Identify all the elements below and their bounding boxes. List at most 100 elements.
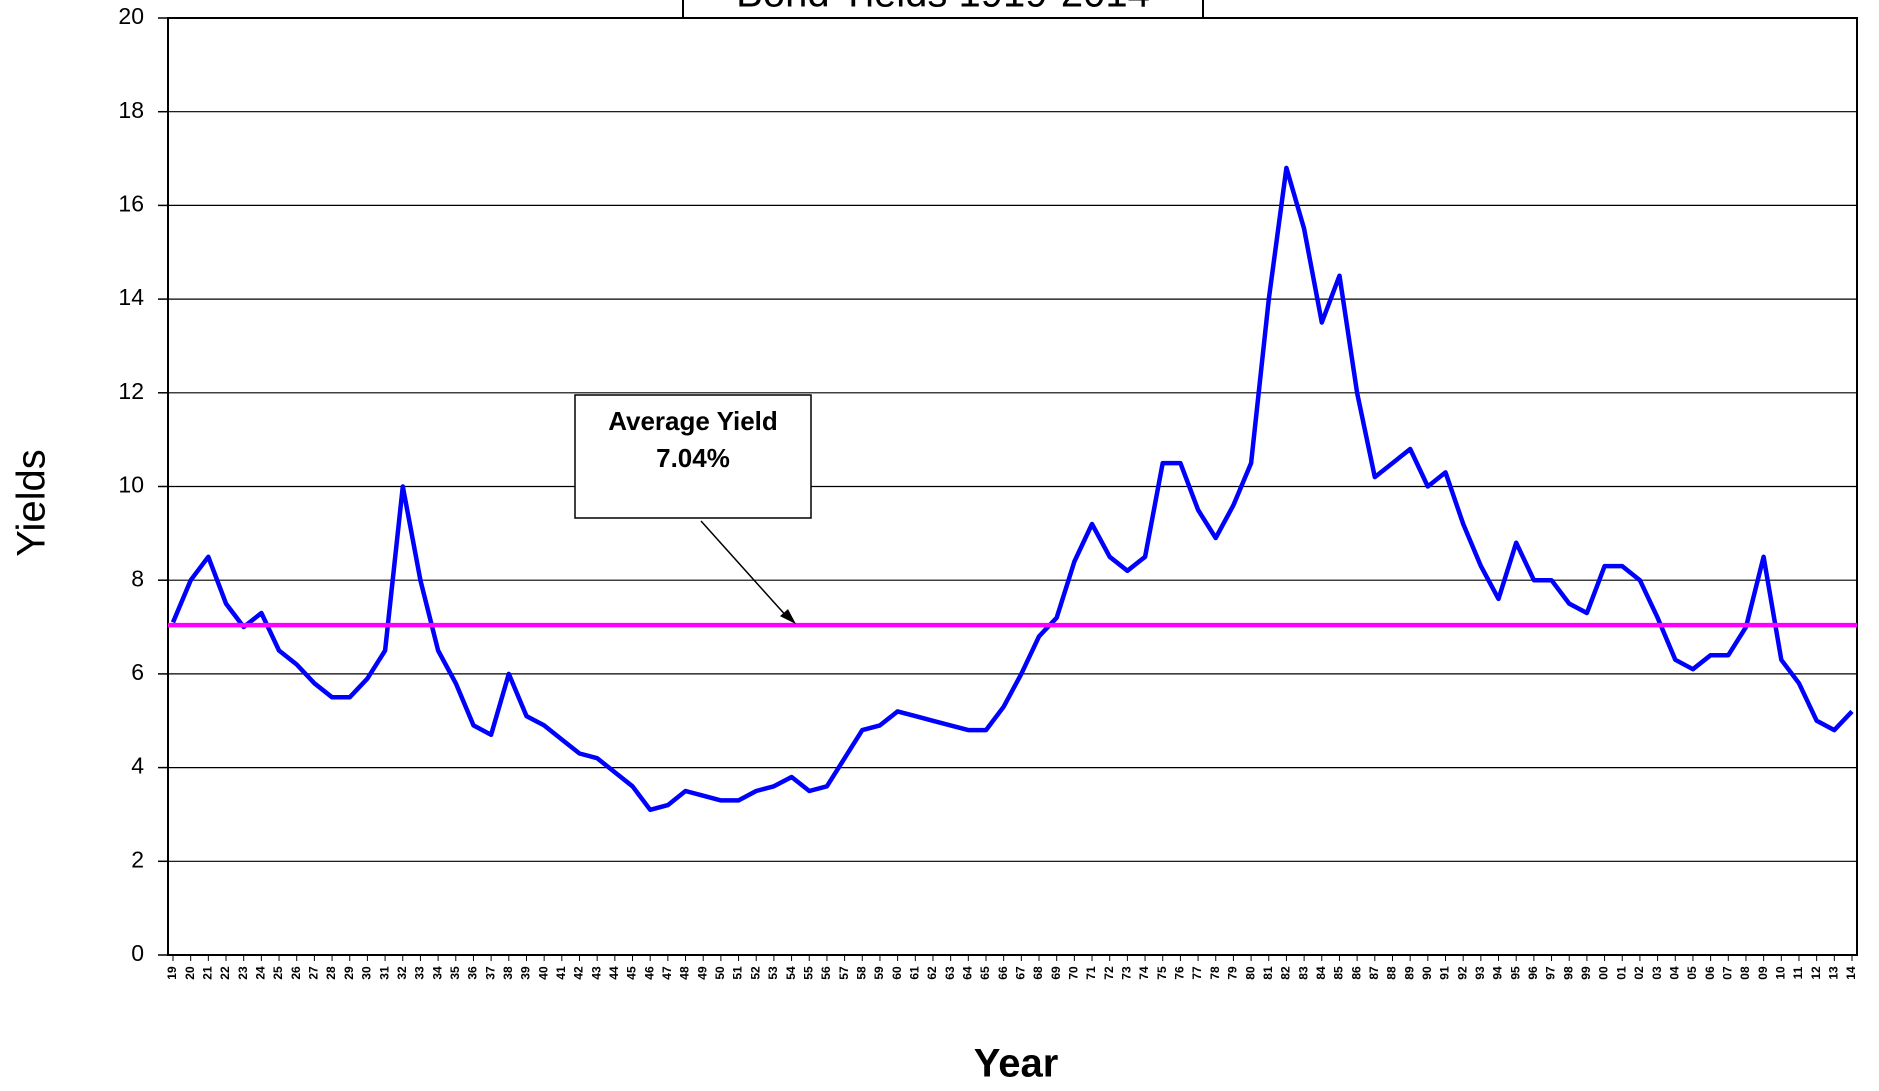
x-tick-label: 57 bbox=[837, 966, 851, 980]
x-tick-label: 03 bbox=[1650, 966, 1664, 980]
y-tick-label: 20 bbox=[118, 3, 144, 29]
y-tick-label: 18 bbox=[118, 97, 144, 123]
x-tick-label: 19 bbox=[165, 966, 179, 980]
x-tick-label: 33 bbox=[413, 966, 427, 980]
x-tick-label: 49 bbox=[695, 966, 709, 980]
x-tick-label: 75 bbox=[1155, 966, 1169, 980]
annotation-text: Average Yield bbox=[608, 406, 778, 436]
x-tick-label: 31 bbox=[377, 966, 391, 980]
x-tick-label: 04 bbox=[1667, 966, 1681, 980]
chart-title: Bond Yields 1919-2014 bbox=[736, 0, 1150, 16]
y-tick-label: 2 bbox=[131, 846, 144, 872]
x-tick-label: 59 bbox=[872, 966, 886, 980]
x-tick-label: 79 bbox=[1226, 966, 1240, 980]
x-tick-label: 73 bbox=[1120, 966, 1134, 980]
x-tick-label: 93 bbox=[1473, 966, 1487, 980]
x-tick-label: 20 bbox=[183, 966, 197, 980]
arrow-head bbox=[780, 609, 796, 625]
x-tick-label: 60 bbox=[890, 966, 904, 980]
x-tick-label: 64 bbox=[960, 966, 974, 980]
x-tick-label: 81 bbox=[1261, 966, 1275, 980]
x-tick-label: 88 bbox=[1385, 966, 1399, 980]
x-tick-label: 87 bbox=[1367, 966, 1381, 980]
x-tick-label: 09 bbox=[1756, 966, 1770, 980]
x-tick-label: 90 bbox=[1420, 966, 1434, 980]
x-tick-label: 51 bbox=[731, 966, 745, 980]
x-tick-label: 74 bbox=[1137, 966, 1151, 980]
x-tick-label: 96 bbox=[1526, 966, 1540, 980]
y-tick-label: 0 bbox=[131, 940, 144, 966]
x-tick-label: 32 bbox=[395, 966, 409, 980]
x-tick-label: 63 bbox=[943, 966, 957, 980]
x-tick-label: 71 bbox=[1084, 966, 1098, 980]
x-tick-label: 55 bbox=[801, 966, 815, 980]
annotation-value: 7.04% bbox=[656, 443, 730, 473]
x-tick-label: 69 bbox=[1049, 966, 1063, 980]
x-tick-label: 83 bbox=[1296, 966, 1310, 980]
x-tick-label: 00 bbox=[1597, 966, 1611, 980]
x-tick-label: 50 bbox=[713, 966, 727, 980]
x-tick-label: 95 bbox=[1508, 966, 1522, 980]
annotation-box bbox=[574, 394, 812, 519]
x-tick-label: 13 bbox=[1826, 966, 1840, 980]
x-tick-label: 92 bbox=[1455, 966, 1469, 980]
x-tick-label: 65 bbox=[978, 966, 992, 980]
x-tick-label: 84 bbox=[1314, 966, 1328, 980]
x-tick-label: 11 bbox=[1791, 966, 1805, 979]
x-tick-label: 01 bbox=[1614, 966, 1628, 980]
x-tick-label: 45 bbox=[625, 966, 639, 980]
x-tick-label: 66 bbox=[996, 966, 1010, 980]
x-tick-label: 38 bbox=[501, 966, 515, 980]
x-tick-label: 07 bbox=[1720, 966, 1734, 980]
x-tick-label: 52 bbox=[748, 966, 762, 980]
y-tick-label: 16 bbox=[118, 190, 144, 216]
x-tick-label: 78 bbox=[1208, 966, 1222, 980]
x-tick-label: 54 bbox=[784, 966, 798, 980]
y-tick-label: 10 bbox=[118, 472, 144, 498]
x-tick-label: 58 bbox=[854, 966, 868, 980]
x-tick-label: 22 bbox=[218, 966, 232, 980]
x-tick-label: 85 bbox=[1332, 966, 1346, 980]
x-tick-label: 98 bbox=[1561, 966, 1575, 980]
x-tick-label: 08 bbox=[1738, 966, 1752, 980]
x-tick-label: 77 bbox=[1190, 966, 1204, 980]
x-tick-label: 25 bbox=[271, 966, 285, 980]
x-tick-label: 34 bbox=[430, 966, 444, 980]
x-tick-label: 70 bbox=[1067, 966, 1081, 980]
x-tick-label: 41 bbox=[554, 966, 568, 980]
x-tick-label: 28 bbox=[324, 966, 338, 980]
y-tick-label: 4 bbox=[131, 753, 144, 779]
x-tick-label: 06 bbox=[1703, 966, 1717, 980]
x-tick-label: 37 bbox=[483, 966, 497, 980]
x-tick-label: 29 bbox=[342, 966, 356, 980]
y-tick-label: 12 bbox=[118, 378, 144, 404]
plot-frame bbox=[167, 17, 1858, 956]
x-axis-label: Year bbox=[974, 1042, 1059, 1086]
x-tick-label: 62 bbox=[925, 966, 939, 980]
x-tick-label: 47 bbox=[660, 966, 674, 980]
x-tick-label: 94 bbox=[1491, 966, 1505, 980]
x-tick-label: 56 bbox=[819, 966, 833, 980]
x-tick-label: 67 bbox=[1014, 966, 1028, 980]
x-tick-label: 10 bbox=[1773, 966, 1787, 980]
x-tick-label: 12 bbox=[1809, 966, 1823, 980]
x-tick-label: 89 bbox=[1402, 966, 1416, 980]
x-tick-label: 53 bbox=[766, 966, 780, 980]
y-axis-label: Yields bbox=[10, 449, 54, 556]
x-tick-label: 82 bbox=[1279, 966, 1293, 980]
x-tick-label: 39 bbox=[519, 966, 533, 980]
x-tick-label: 43 bbox=[589, 966, 603, 980]
y-tick-label: 6 bbox=[131, 659, 144, 685]
x-tick-label: 91 bbox=[1438, 966, 1452, 980]
y-tick-label: 14 bbox=[118, 284, 144, 310]
x-tick-label: 42 bbox=[572, 966, 586, 980]
x-tick-label: 02 bbox=[1632, 966, 1646, 980]
x-tick-label: 40 bbox=[536, 966, 550, 980]
x-tick-label: 35 bbox=[448, 966, 462, 980]
x-tick-label: 21 bbox=[201, 966, 215, 980]
x-tick-label: 05 bbox=[1685, 966, 1699, 980]
x-tick-label: 27 bbox=[307, 966, 321, 980]
x-tick-label: 26 bbox=[289, 966, 303, 980]
